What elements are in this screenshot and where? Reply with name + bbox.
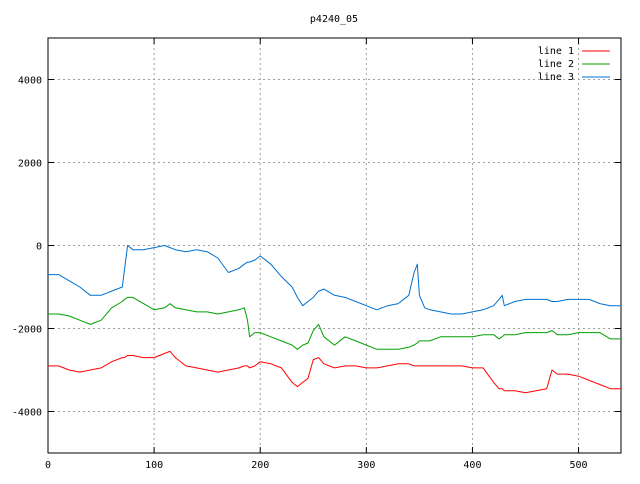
y-tick-label: -4000 bbox=[12, 408, 42, 419]
y-tick-label: -2000 bbox=[12, 325, 42, 336]
x-tick-label: 400 bbox=[463, 460, 481, 471]
legend-label-2: line 2 bbox=[538, 59, 574, 70]
series-line-1 bbox=[48, 350, 621, 394]
legend-label-3: line 3 bbox=[538, 72, 574, 83]
x-tick-label: 100 bbox=[145, 460, 163, 471]
y-tick-label: 2000 bbox=[18, 159, 42, 170]
x-tick-label: 200 bbox=[251, 460, 269, 471]
series-line-2 bbox=[48, 296, 621, 350]
chart-title: p4240_05 bbox=[310, 14, 358, 25]
y-tick-label: 0 bbox=[36, 242, 42, 253]
legend: line 1 line 2 line 3 bbox=[538, 46, 610, 83]
series-line-3 bbox=[48, 245, 621, 315]
x-tick-label: 0 bbox=[45, 460, 51, 471]
x-tick-label: 300 bbox=[357, 460, 375, 471]
y-tick-label: 4000 bbox=[18, 76, 42, 87]
x-tick-label: 500 bbox=[570, 460, 588, 471]
grid bbox=[48, 38, 621, 453]
legend-label-1: line 1 bbox=[538, 46, 574, 57]
series-group bbox=[48, 245, 621, 394]
ticks: 0 100 200 300 400 500 -4000 -2000 0 2000 4000 bbox=[12, 38, 621, 471]
